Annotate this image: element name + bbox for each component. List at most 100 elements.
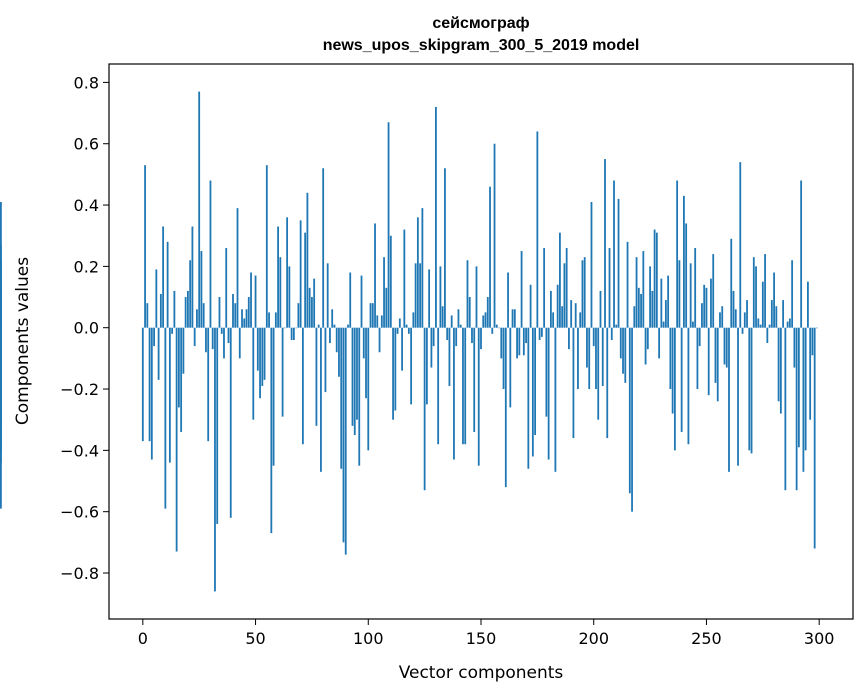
bar — [604, 159, 606, 328]
bar — [462, 327, 464, 445]
bar — [495, 324, 498, 328]
bar — [683, 195, 685, 328]
bar — [773, 272, 775, 328]
bar — [509, 327, 512, 408]
y-tick-label: −0.4 — [60, 441, 99, 460]
bar — [389, 235, 392, 328]
bar — [223, 327, 225, 359]
bar — [748, 327, 751, 451]
bar — [425, 327, 428, 405]
bar — [728, 327, 730, 472]
bar — [644, 327, 647, 365]
bar — [608, 247, 611, 328]
bar — [329, 327, 331, 344]
bar — [189, 260, 192, 328]
bar — [595, 327, 597, 390]
bar — [559, 232, 561, 328]
bar — [813, 327, 816, 549]
bar — [236, 208, 239, 328]
bar — [579, 312, 582, 328]
bar — [376, 315, 379, 328]
bar — [173, 290, 176, 328]
bar — [175, 327, 178, 552]
bar — [414, 263, 417, 328]
bar — [191, 226, 194, 328]
bar — [392, 327, 394, 420]
bar — [283, 327, 286, 329]
bar — [342, 327, 345, 543]
bar — [698, 327, 701, 347]
bar — [383, 257, 385, 328]
y-tick-label: 0.0 — [74, 319, 99, 338]
bar — [322, 168, 325, 328]
bar — [311, 297, 313, 328]
bar — [613, 180, 615, 328]
bar — [480, 327, 482, 350]
bar — [696, 327, 699, 390]
bar — [597, 327, 600, 420]
bar — [450, 315, 453, 328]
bar — [737, 327, 739, 466]
bar — [453, 327, 455, 460]
bar — [678, 260, 681, 328]
bar — [588, 327, 591, 390]
bar — [516, 327, 518, 359]
bar — [779, 327, 782, 414]
bar — [651, 290, 654, 328]
bar — [617, 198, 620, 328]
bar — [493, 143, 496, 328]
x-tick-label: 200 — [578, 629, 609, 648]
bar — [761, 281, 764, 328]
bar — [401, 327, 403, 371]
bar — [788, 318, 791, 328]
bar — [265, 165, 268, 328]
bar — [398, 318, 401, 328]
bar — [534, 327, 537, 436]
bar — [162, 226, 165, 328]
bar — [171, 327, 174, 334]
bar — [635, 257, 638, 328]
bar — [428, 269, 431, 328]
bar — [536, 131, 539, 328]
bar — [272, 327, 275, 466]
bar — [340, 327, 343, 469]
x-tick-label: 150 — [466, 629, 497, 648]
bar — [430, 327, 433, 368]
bar — [694, 247, 697, 328]
bar — [241, 309, 243, 328]
bar — [187, 290, 189, 328]
bar — [795, 327, 798, 491]
bar — [477, 327, 480, 466]
bar — [583, 257, 586, 328]
bar — [507, 272, 509, 328]
bar — [628, 327, 631, 494]
bar — [274, 312, 277, 328]
bar — [732, 290, 735, 328]
bar — [261, 327, 264, 386]
bar — [403, 229, 406, 328]
bar — [703, 284, 706, 328]
bar — [446, 327, 449, 340]
bar — [755, 266, 757, 328]
bar — [301, 327, 304, 445]
bar — [552, 312, 555, 328]
bar — [692, 321, 694, 328]
bar — [545, 327, 548, 417]
bar — [468, 297, 471, 328]
y-axis-label: Components values — [13, 257, 33, 425]
bar — [701, 303, 703, 328]
bar — [155, 269, 158, 328]
bar — [164, 327, 167, 509]
bar — [279, 257, 282, 328]
bar — [489, 186, 491, 328]
bar — [347, 324, 349, 328]
bar — [315, 327, 318, 426]
bar — [800, 180, 803, 328]
bar — [457, 309, 460, 328]
bar — [313, 278, 316, 328]
bar — [660, 278, 663, 328]
bar — [793, 327, 796, 368]
bar — [349, 272, 352, 328]
y-tick-label: −0.8 — [60, 564, 99, 583]
bar — [633, 306, 636, 328]
